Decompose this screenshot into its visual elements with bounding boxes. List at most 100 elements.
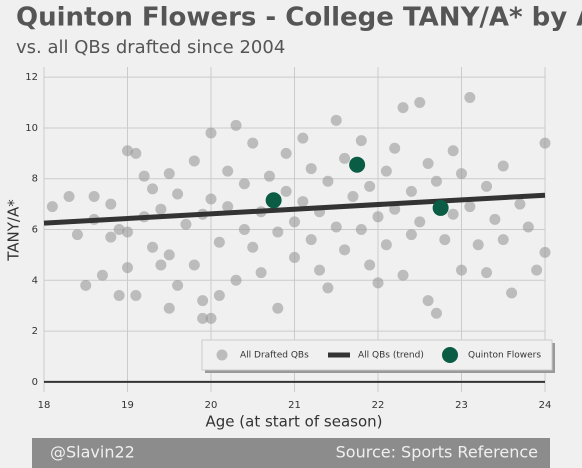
point [347,190,359,202]
point [464,91,476,103]
point [380,165,392,177]
point [105,231,117,243]
x-tick-label: 21 [288,400,301,411]
point [255,267,267,279]
point [46,201,58,213]
x-axis-label: Age (at start of season) [206,413,383,431]
highlight-point [265,192,282,209]
x-tick-label: 22 [372,400,385,411]
highlight-point [432,199,449,216]
x-tick-label: 19 [121,400,134,411]
point [322,282,334,294]
point [322,175,334,187]
footer-right: Source: Sports Reference [336,443,538,462]
highlight-point [349,156,366,173]
legend-label: All Drafted QBs [240,351,309,361]
point [506,287,518,299]
point [280,147,292,159]
point [364,259,376,271]
point [397,269,409,281]
point [464,201,476,213]
point [138,170,150,182]
x-tick-label: 24 [539,400,552,411]
point [481,267,493,279]
point [339,152,351,164]
point [539,246,551,258]
point [238,224,250,235]
point [497,234,509,246]
point [297,196,309,208]
y-tick-label: 0 [32,377,38,388]
point [230,274,242,286]
legend-marker [442,347,458,363]
point [497,160,509,172]
point [305,163,317,175]
trend-line [43,192,546,226]
point [456,168,467,180]
point [272,226,284,238]
point [105,198,117,210]
point [297,132,309,144]
point [247,241,259,253]
point [213,290,225,302]
point [205,312,217,324]
point [397,102,409,114]
chart-subtitle: vs. all QBs drafted since 2004 [16,37,285,58]
point [122,226,133,238]
y-tick-label: 12 [25,72,38,83]
y-axis-label: TANY/A* [5,199,23,262]
point [147,241,159,253]
legend-marker [216,349,228,361]
point [414,216,426,228]
point [122,262,133,274]
point [155,203,167,215]
point [263,170,275,182]
chart-title: Quinton Flowers - College TANY/A* by Age [16,3,582,33]
point [339,244,351,256]
point [531,264,543,276]
footer-left: @Slavin22 [50,443,135,462]
point [314,264,326,276]
point [88,190,100,202]
point [238,178,250,190]
point [188,259,200,271]
point [380,239,392,251]
point [172,188,184,200]
point [389,203,401,215]
legend-box [201,339,553,371]
legend: All Drafted QBs All QBs (trend) Quinton Fl… [201,339,555,373]
point [197,312,209,324]
y-tick-label: 6 [32,225,38,236]
point [122,145,133,157]
point [539,137,551,149]
point [222,165,234,177]
point [514,198,526,210]
point [422,157,434,169]
y-tick-label: 4 [32,275,38,286]
point [272,302,284,314]
point [456,264,467,276]
y-tick-label: 2 [32,326,38,337]
point [163,249,175,261]
point [188,155,200,167]
point [372,277,384,289]
point [222,201,234,213]
point [305,234,317,246]
point [130,290,142,302]
x-tick-label: 18 [38,400,51,411]
marks [43,91,551,324]
point [472,239,484,251]
point [113,224,125,235]
point [280,185,292,197]
x-tick-label: 20 [205,400,218,411]
point [330,221,342,233]
point [355,224,367,235]
point [489,213,501,225]
point [389,142,401,154]
y-tick-label: 10 [25,123,38,134]
point [80,279,92,291]
point [205,127,217,139]
legend-label: All QBs (trend) [358,351,424,361]
